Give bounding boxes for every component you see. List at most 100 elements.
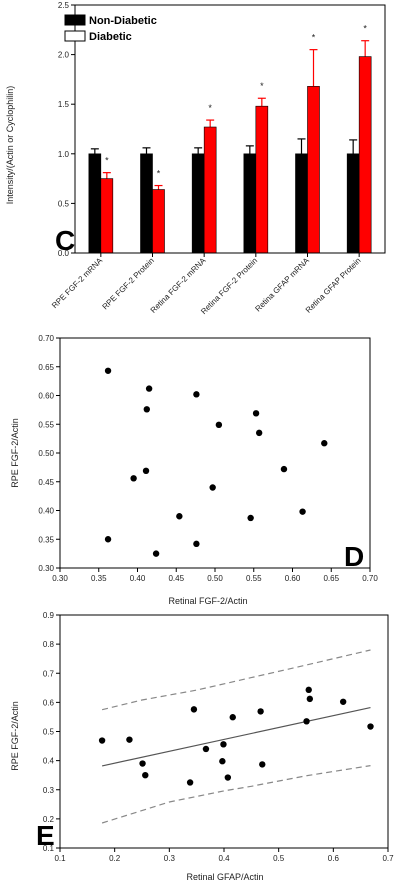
y-tick-label: 0.50 — [38, 449, 54, 458]
plot-frame — [74, 4, 386, 254]
x-tick-label: Retina FGF-2 Protein — [199, 256, 259, 316]
data-point — [190, 706, 198, 713]
y-tick-label: 0.7 — [43, 669, 55, 678]
data-point — [143, 406, 150, 413]
panel-label-c: C — [55, 225, 75, 256]
data-point — [303, 718, 310, 725]
plot-frame — [59, 614, 389, 849]
bar-non-diabetic — [243, 153, 257, 254]
scatter-chart-panel-d: 0.30 0.35 0.40 0.45 0.50 0.55 0.60 0.65 0.70 0.30… — [10, 334, 378, 606]
x-tick-label: 0.55 — [246, 574, 262, 583]
x-tick-label: 0.50 — [207, 574, 223, 583]
y-tick-label: 1.0 — [58, 150, 70, 159]
data-point — [193, 540, 200, 548]
x-tick-label: 0.4 — [218, 854, 230, 863]
x-tick-label: 0.35 — [91, 574, 107, 583]
data-point — [255, 429, 263, 437]
x-tick-label: 0.3 — [164, 854, 176, 863]
data-point — [152, 550, 160, 557]
data-point — [220, 741, 227, 748]
data-point — [142, 771, 149, 779]
bar-diabetic — [100, 178, 114, 254]
x-tick-label: 0.1 — [54, 854, 66, 863]
y-tick-label: 0.8 — [43, 640, 55, 649]
scatter-chart-panel-e: 0.1 0.2 0.3 0.4 0.5 0.6 0.7 0.1 0.2 0.3 0.4 0.5 0.6 0… — [10, 611, 394, 882]
significance-marker: * — [105, 156, 109, 166]
y-tick-label: 0.5 — [43, 728, 55, 737]
x-tick-label: 0.70 — [362, 574, 378, 583]
y-tick-label: 0.4 — [43, 757, 55, 766]
x-tick-label: 0.6 — [328, 854, 340, 863]
x-axis-label: Retinal GFAP/Actin — [186, 872, 263, 882]
y-tick-label: 0.35 — [38, 535, 54, 544]
bar-diabetic — [255, 105, 269, 254]
y-axis-label: RPE FGF-2/Actin — [10, 701, 20, 771]
data-point — [280, 465, 288, 473]
data-point — [186, 779, 194, 786]
y-tick-label: 0.0 — [58, 249, 70, 258]
data-point — [202, 745, 210, 753]
y-tick-label: 0.1 — [43, 844, 55, 853]
x-tick-label: 0.5 — [273, 854, 285, 863]
y-tick-label: 0.30 — [38, 564, 54, 573]
x-tick-label: 0.2 — [109, 854, 121, 863]
data-point — [257, 708, 264, 715]
bar-non-diabetic — [346, 153, 360, 254]
x-tick-label: RPE FGF-2 Protein — [101, 256, 156, 311]
x-tick-label: RPE FGF-2 mRNA — [50, 256, 105, 311]
significance-marker: * — [312, 33, 316, 43]
data-point — [259, 761, 266, 768]
data-point — [339, 698, 347, 705]
bar-diabetic — [152, 189, 165, 254]
ci-lower-line — [101, 765, 371, 824]
y-tick-label: 1.5 — [58, 100, 70, 109]
y-tick-label: 0.65 — [38, 363, 54, 372]
x-tick-label: Retina FGF-2 mRNA — [149, 256, 208, 315]
data-point — [224, 774, 232, 781]
y-tick-label: 0.5 — [58, 199, 70, 208]
data-point — [252, 410, 260, 417]
x-tick-label: 0.45 — [168, 574, 184, 583]
y-tick-label: 0.6 — [43, 698, 55, 707]
y-tick-label: 0.70 — [38, 334, 54, 343]
data-point — [139, 760, 146, 767]
x-tick-label: 0.60 — [285, 574, 301, 583]
ci-upper-line — [101, 649, 371, 711]
y-tick-label: 0.3 — [43, 786, 55, 795]
data-point — [367, 723, 374, 730]
data-point — [176, 513, 183, 520]
data-point — [229, 714, 236, 721]
data-point — [247, 514, 254, 522]
y-tick-label: 0.55 — [38, 420, 54, 429]
bar-non-diabetic — [88, 153, 102, 254]
x-tick-label: 0.30 — [52, 574, 68, 583]
panel-label-e: E — [36, 820, 55, 851]
data-point — [130, 475, 137, 482]
legend: Non-Diabetic Diabetic — [64, 14, 157, 43]
y-tick-label: 0.45 — [38, 478, 54, 487]
x-tick-label: 0.7 — [382, 854, 394, 863]
legend-label-diabetic: Diabetic — [89, 31, 132, 43]
significance-marker: * — [363, 24, 367, 34]
significance-marker: * — [157, 169, 161, 179]
data-point — [299, 508, 306, 515]
data-point — [215, 421, 223, 429]
data-point — [219, 758, 226, 765]
bar-non-diabetic — [295, 153, 308, 254]
y-tick-label: 0.60 — [38, 392, 54, 401]
x-tick-label: Retina GFAP mRNA — [253, 256, 311, 314]
panel-label-d: D — [344, 541, 364, 572]
x-tick-label: 0.40 — [130, 574, 146, 583]
data-point — [321, 440, 328, 447]
x-tick-label: Retina GFAP Protein — [304, 256, 363, 315]
data-point — [209, 484, 216, 491]
significance-marker: * — [208, 103, 212, 113]
regression-line — [101, 707, 371, 767]
y-axis-label: RPE FGF-2/Actin — [10, 418, 20, 488]
significance-marker: * — [260, 81, 264, 91]
bar-diabetic — [307, 86, 320, 254]
legend-label-non-diabetic: Non-Diabetic — [89, 15, 157, 27]
bar-non-diabetic — [140, 153, 153, 254]
y-tick-label: 2.5 — [58, 1, 70, 10]
